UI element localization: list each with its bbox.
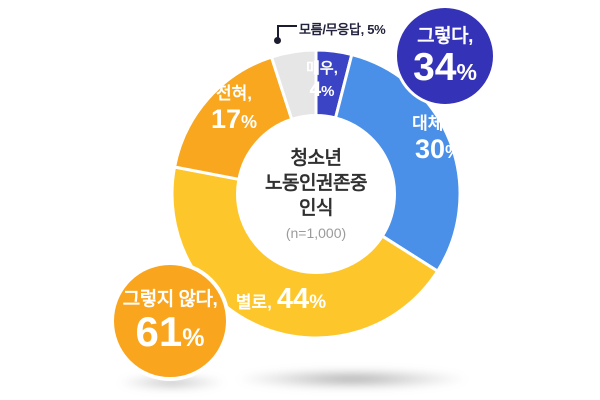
segment-value: 17% bbox=[210, 104, 258, 134]
segment-label-not-at-all: 전혀, 17% bbox=[188, 84, 280, 137]
segment-label-mostly: 대체로, 30% bbox=[392, 114, 484, 167]
badge-label: 그렇지 않다, bbox=[122, 289, 218, 310]
segment-label-very: 매우, 4% bbox=[282, 60, 362, 103]
segment-value: 30% bbox=[414, 134, 462, 164]
summary-badge-disagree: 그렇지 않다, 61% bbox=[110, 261, 230, 381]
segment-name: 별로, bbox=[235, 293, 272, 312]
segment-value: 4% bbox=[309, 78, 335, 101]
callout-line bbox=[277, 25, 279, 39]
segment-name: 전혀, bbox=[215, 84, 252, 103]
segment-name: 대체로, bbox=[412, 114, 464, 133]
summary-badge-agree: 그렇다, 34% bbox=[394, 5, 496, 107]
title-line-1: 청소년 bbox=[290, 148, 342, 169]
badge-label: 그렇다, bbox=[417, 25, 473, 47]
segment-label-not-really: 별로, 44% bbox=[201, 284, 361, 318]
sample-size-note: (n=1,000) bbox=[285, 225, 347, 241]
callout-line bbox=[277, 25, 297, 27]
callout-label-dont-know: 모름/무응답, 5% bbox=[299, 22, 386, 37]
segment-name: 매우, bbox=[306, 60, 338, 77]
badge-value: 34% bbox=[413, 45, 477, 89]
title-line-2: 노동인권존중 bbox=[265, 173, 367, 194]
donut-shadow bbox=[229, 368, 475, 390]
disagree-badge-shadow bbox=[115, 374, 229, 391]
segment-value: 44% bbox=[276, 283, 327, 315]
title-line-3: 인식 bbox=[299, 198, 333, 219]
badge-value: 61% bbox=[135, 308, 205, 355]
segment-dont-know bbox=[270, 48, 318, 121]
donut-center-title: 청소년 노동인권존중 인식 (n=1,000) bbox=[226, 146, 406, 242]
callout-dot bbox=[274, 37, 281, 44]
segment-not-really bbox=[170, 165, 440, 340]
